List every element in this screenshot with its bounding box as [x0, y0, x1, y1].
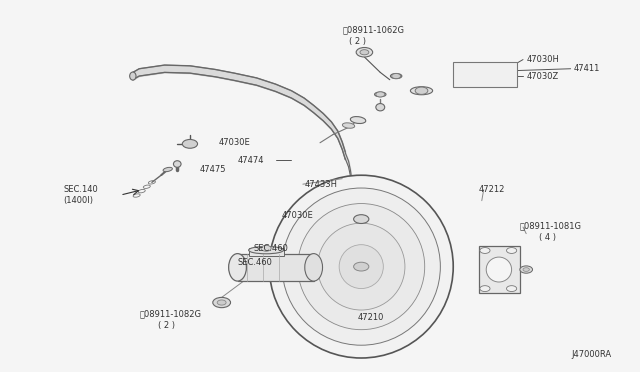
Ellipse shape — [355, 217, 367, 222]
Ellipse shape — [374, 92, 386, 97]
Bar — [249, 248, 284, 256]
Circle shape — [360, 50, 369, 55]
Text: ⓝ08911-1081G: ⓝ08911-1081G — [520, 222, 582, 231]
Text: SEC.460: SEC.460 — [253, 244, 288, 253]
Circle shape — [182, 140, 198, 148]
Circle shape — [261, 246, 271, 251]
Text: 47030H: 47030H — [526, 55, 559, 64]
Ellipse shape — [163, 167, 172, 171]
Ellipse shape — [317, 223, 405, 310]
Ellipse shape — [298, 203, 425, 330]
Ellipse shape — [410, 87, 433, 95]
Ellipse shape — [248, 247, 284, 254]
Text: 47030E: 47030E — [282, 211, 314, 220]
Text: 47433H: 47433H — [304, 180, 337, 189]
Text: ( 4 ): ( 4 ) — [539, 233, 556, 242]
Ellipse shape — [486, 257, 511, 282]
Circle shape — [354, 262, 369, 271]
Ellipse shape — [173, 161, 181, 167]
Text: 47212: 47212 — [479, 185, 505, 194]
Text: ( 2 ): ( 2 ) — [158, 321, 175, 330]
Circle shape — [520, 266, 532, 273]
Circle shape — [480, 286, 490, 292]
Text: ⓝ08911-1062G: ⓝ08911-1062G — [342, 26, 404, 35]
Text: (1400I): (1400I) — [63, 196, 93, 205]
Ellipse shape — [339, 245, 383, 289]
Ellipse shape — [376, 103, 385, 111]
Text: 47474: 47474 — [237, 156, 264, 165]
Text: 47475: 47475 — [200, 165, 226, 174]
Circle shape — [356, 48, 372, 57]
Text: ⓝ08911-1082G: ⓝ08911-1082G — [139, 310, 201, 319]
Text: 47030Z: 47030Z — [526, 71, 559, 81]
Ellipse shape — [350, 116, 366, 124]
Text: ( 2 ): ( 2 ) — [349, 37, 365, 46]
Bar — [237, 254, 314, 281]
Circle shape — [506, 247, 516, 253]
Bar — [453, 62, 516, 87]
Text: 47030E: 47030E — [218, 138, 250, 147]
Ellipse shape — [269, 175, 453, 358]
Circle shape — [392, 74, 401, 78]
Ellipse shape — [130, 72, 136, 80]
Text: 47210: 47210 — [358, 314, 385, 323]
Ellipse shape — [390, 74, 402, 78]
Ellipse shape — [342, 123, 355, 128]
Circle shape — [523, 268, 529, 272]
Text: J47000RA: J47000RA — [572, 350, 612, 359]
Text: 47411: 47411 — [574, 64, 600, 73]
Circle shape — [480, 247, 490, 253]
Text: SEC.460: SEC.460 — [237, 259, 273, 267]
Ellipse shape — [228, 254, 246, 281]
Bar — [479, 246, 520, 294]
Circle shape — [376, 92, 385, 97]
Circle shape — [354, 215, 369, 224]
Circle shape — [415, 87, 428, 94]
Circle shape — [217, 300, 226, 305]
Circle shape — [506, 286, 516, 292]
Ellipse shape — [305, 254, 323, 281]
Ellipse shape — [282, 188, 440, 345]
Text: SEC.140: SEC.140 — [63, 185, 98, 194]
Circle shape — [212, 297, 230, 308]
